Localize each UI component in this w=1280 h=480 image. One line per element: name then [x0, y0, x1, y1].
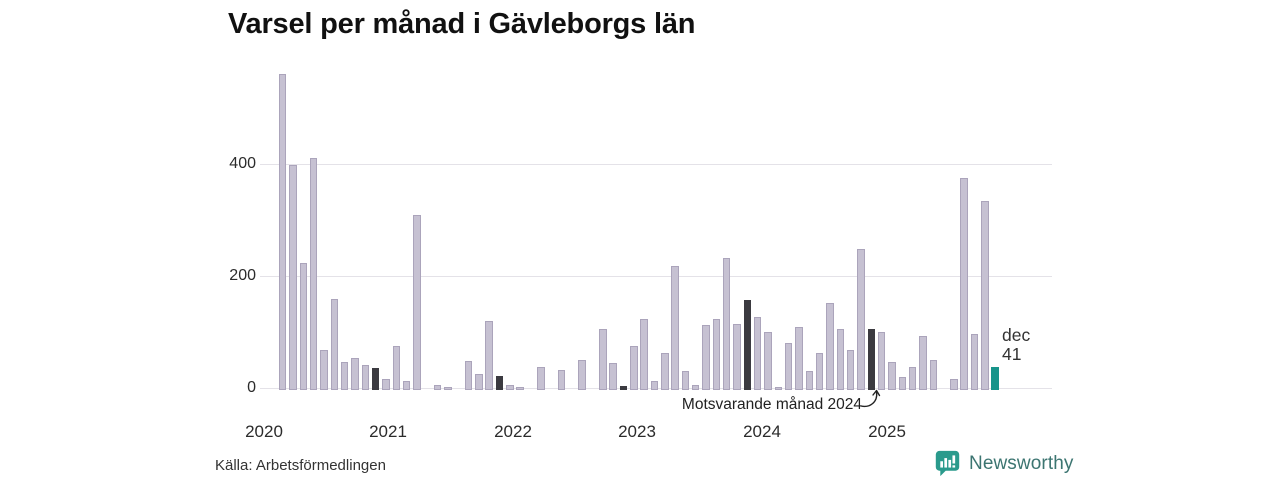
bar-2024-08: [826, 303, 834, 390]
latest-value-label: dec 41: [1002, 326, 1030, 364]
bar-2024-07: [815, 352, 824, 390]
bar-2022-12: [619, 385, 628, 390]
bar-2020-10: [351, 357, 359, 390]
y-axis-tick-400: 400: [229, 155, 256, 172]
bar-2021-11: [485, 321, 493, 390]
bar-2020-12: [371, 368, 380, 390]
bar-2020-06: [309, 158, 318, 390]
bar-2025-08: [950, 378, 958, 390]
bar-2023-06: [681, 371, 690, 390]
bar-2024-01: [753, 316, 762, 390]
bar-2023-07: [691, 385, 700, 390]
x-axis-tick-2025: 2025: [868, 422, 906, 441]
page-title: Varsel per månad i Gävleborgs län: [228, 8, 696, 40]
x-axis-tick-2020: 2020: [245, 422, 283, 441]
bar-2023-10: [722, 257, 731, 390]
bar-2022-02: [516, 386, 524, 390]
bar-2023-12: [743, 300, 752, 390]
latest-value-number: 41: [1002, 344, 1022, 364]
bar-2025-09: [960, 177, 968, 390]
bar-2024-02: [764, 332, 772, 390]
bar-2024-03: [774, 386, 783, 390]
latest-value-month: dec: [1002, 325, 1031, 345]
newsworthy-wordmark: Newsworthy: [969, 452, 1074, 474]
bar-2020-07: [320, 349, 328, 390]
bar-2023-05: [671, 266, 679, 390]
x-axis-tick-2023: 2023: [618, 422, 656, 441]
bar-2021-06: [433, 385, 442, 390]
bar-2023-03: [650, 380, 659, 390]
bar-2022-01: [506, 385, 514, 390]
newsworthy-bubble-icon: [935, 450, 960, 477]
bar-2023-09: [712, 319, 721, 390]
bar-2022-08: [578, 360, 586, 390]
bar-2023-08: [702, 325, 710, 390]
bar-2020-08: [330, 298, 339, 390]
bar-2025-05: [919, 336, 927, 390]
bar-2024-09: [836, 329, 845, 390]
bar-2025-04: [908, 367, 917, 390]
bar-2022-04: [537, 366, 545, 390]
bar-2024-04: [784, 342, 793, 390]
bar-2025-06: [929, 359, 938, 390]
bar-2023-11: [733, 324, 741, 390]
bar-2021-04: [413, 214, 421, 390]
bar-2024-05: [795, 327, 803, 390]
bar-2021-10: [475, 373, 483, 390]
bar-2025-12: [991, 367, 999, 390]
bar-2025-10: [970, 334, 979, 390]
bar-2024-11: [857, 248, 865, 390]
bar-2025-01: [877, 332, 886, 390]
bar-2023-02: [640, 318, 648, 390]
bar-2021-03: [402, 380, 411, 390]
gridline-200: [260, 276, 1052, 277]
bar-2020-05: [299, 262, 308, 390]
bar-2023-04: [661, 352, 669, 390]
bar-2022-10: [599, 328, 607, 390]
bar-2022-06: [557, 369, 566, 390]
bar-2020-09: [340, 361, 349, 390]
bar-2024-06: [805, 371, 814, 390]
bar-2021-07: [444, 386, 452, 390]
x-axis-tick-2022: 2022: [494, 422, 532, 441]
x-axis-tick-2021: 2021: [369, 422, 407, 441]
source-credit: Källa: Arbetsförmedlingen: [215, 457, 386, 474]
x-axis-tick-2024: 2024: [743, 422, 781, 441]
bar-2020-04: [289, 165, 297, 390]
annotation-arrow-icon: [860, 389, 881, 408]
bar-2024-10: [846, 349, 855, 390]
bar-2021-01: [382, 378, 390, 390]
annotation-corresponding-month-2024: Motsvarande månad 2024: [681, 396, 862, 413]
bar-2021-12: [495, 375, 504, 390]
bar-2023-01: [630, 346, 638, 390]
bar-2025-02: [888, 361, 896, 390]
bar-2021-02: [392, 345, 401, 390]
y-axis-tick-200: 200: [229, 267, 256, 284]
bar-2025-11: [981, 201, 989, 390]
newsworthy-logo[interactable]: Newsworthy: [934, 449, 1073, 478]
bar-2024-12: [867, 329, 876, 390]
bar-2020-11: [361, 365, 370, 390]
gridline-400: [260, 164, 1052, 165]
bar-2022-11: [609, 363, 617, 390]
y-axis-tick-0: 0: [247, 379, 256, 396]
bar-2020-03: [278, 74, 287, 390]
bar-2021-09: [464, 360, 473, 390]
bar-2025-03: [898, 377, 907, 390]
